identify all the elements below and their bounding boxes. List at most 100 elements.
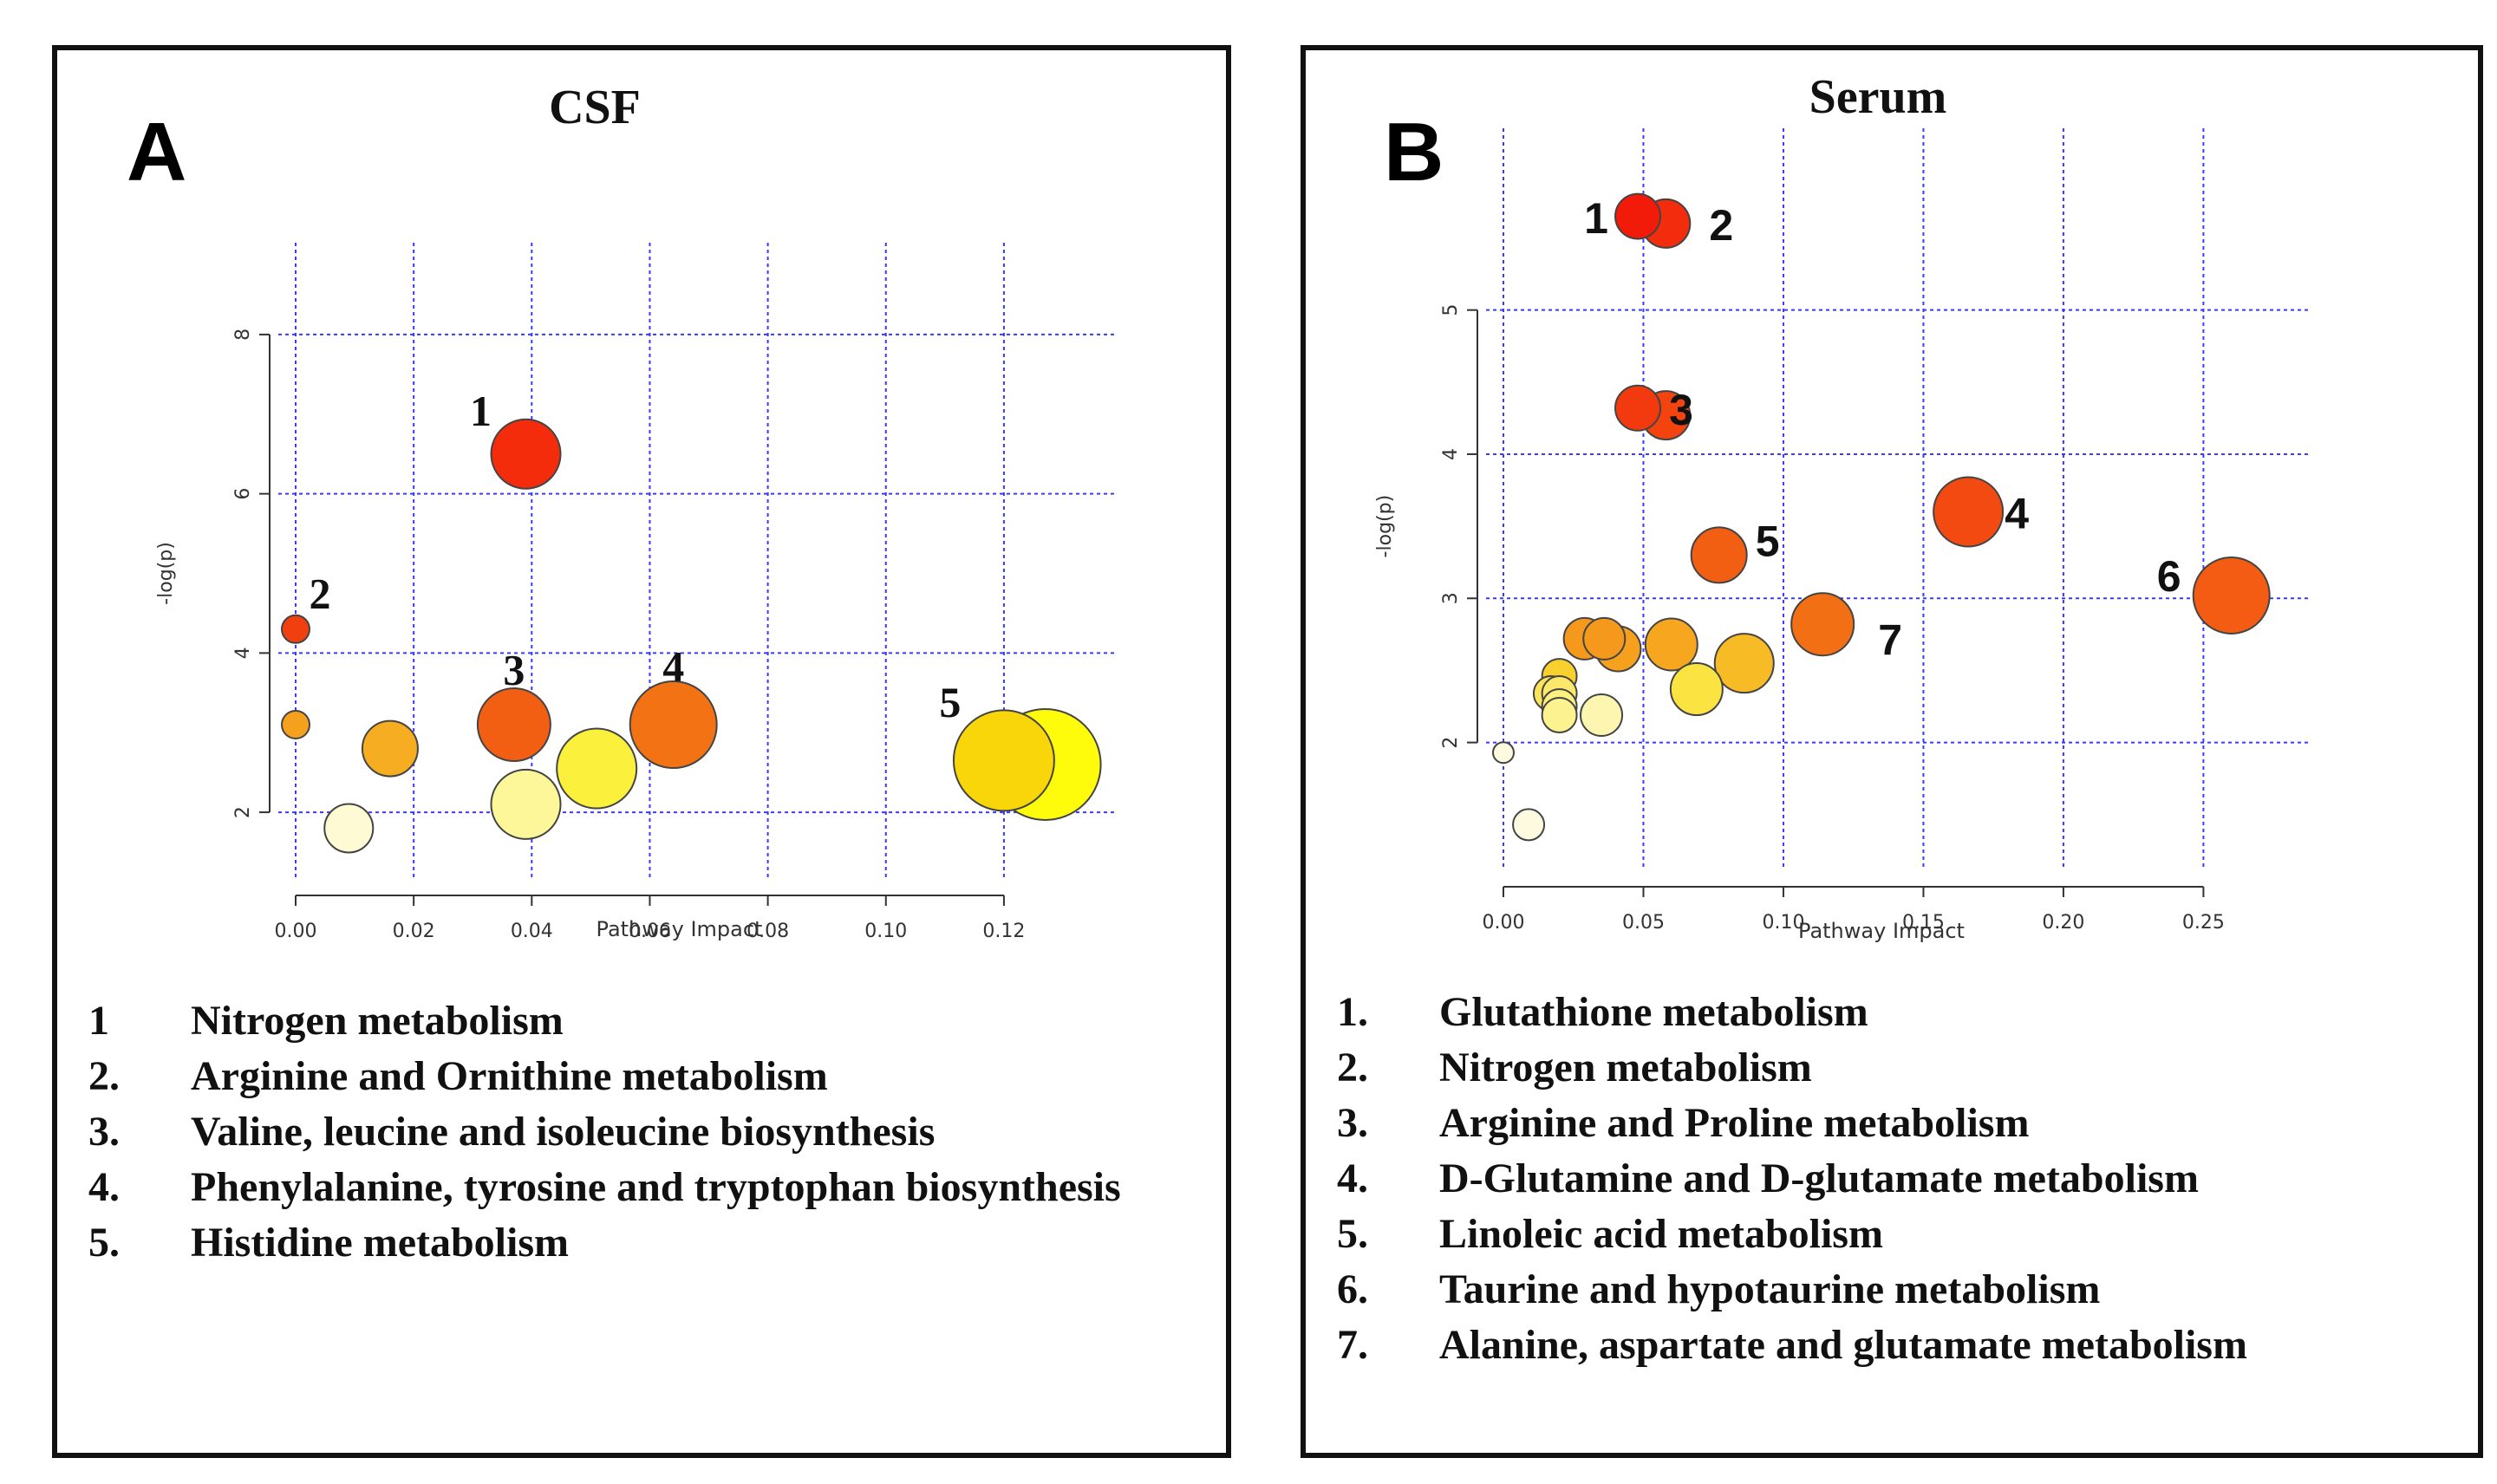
csf-panel: CSF A 2 4 6 8 0.00 0.02 0.04 0.06 0.08 0.10 0.12 Path…	[52, 45, 1231, 1458]
legend-item: 2. Arginine and Ornithine metabolism	[88, 1049, 1207, 1104]
bubble-label: 6	[2157, 552, 2181, 601]
legend-text: D-Glutamine and D-glutamate metabolism	[1439, 1155, 2199, 1201]
pathway-bubble	[1790, 592, 1855, 657]
x-tick-label: 0.10	[864, 921, 907, 942]
pathway-bubble	[1669, 662, 1724, 717]
x-tick-label: 0.08	[746, 921, 789, 942]
pathway-bubble	[1713, 633, 1775, 694]
legend-item: 1. Glutathione metabolism	[1337, 985, 2464, 1040]
bubble-label: 1	[470, 387, 492, 435]
y-tick-label: 4	[232, 647, 254, 659]
pathway-bubble	[1614, 384, 1662, 432]
legend-item: 5. Linoleic acid metabolism	[1337, 1207, 2464, 1262]
bubble-label: 1	[1584, 194, 1608, 243]
x-axis-label: Pathway Impact	[1798, 919, 1965, 943]
legend-number: 1.	[1337, 989, 1368, 1035]
y-tick-label: 2	[232, 806, 254, 818]
legend-number: 4.	[88, 1164, 120, 1210]
y-tick-label: 8	[232, 329, 254, 341]
legend-text: Phenylalanine, tyrosine and tryptophan b…	[191, 1164, 1121, 1210]
chart-title: CSF	[549, 81, 641, 134]
bubble-label: 3	[503, 645, 525, 693]
y-tick-label: 2	[1440, 737, 1462, 749]
panel-letter: A	[127, 106, 186, 199]
legend-text: Arginine and Ornithine metabolism	[191, 1053, 828, 1099]
x-tick-label: 0.20	[2042, 912, 2084, 934]
legend-text: Alanine, aspartate and glutamate metabol…	[1439, 1322, 2247, 1368]
x-tick-label: 0.00	[275, 921, 317, 942]
pathway-bubble	[1614, 192, 1662, 240]
x-tick-label: 0.00	[1483, 912, 1525, 934]
pathway-bubble	[361, 719, 419, 778]
legend-item: 4. Phenylalanine, tyrosine and tryptophan…	[88, 1160, 1207, 1215]
pathway-bubble	[476, 687, 551, 763]
legend-text: Valine, leucine and isoleucine biosynthe…	[191, 1109, 936, 1155]
bubble-label: 5	[939, 678, 961, 726]
pathway-bubble	[490, 418, 562, 490]
pathway-bubble	[490, 768, 562, 840]
legend-item: 3. Arginine and Proline metabolism	[1337, 1096, 2464, 1151]
pathway-bubble	[1492, 741, 1515, 765]
legend-text: Linoleic acid metabolism	[1439, 1211, 1883, 1257]
legend-number: 7.	[1337, 1322, 1368, 1368]
y-tick-label: 5	[1440, 304, 1462, 316]
pathway-bubble	[1933, 476, 2005, 548]
legend-item: 7. Alanine, aspartate and glutamate metab…	[1337, 1318, 2464, 1373]
bubble-label: 2	[310, 569, 331, 617]
legend-number: 2.	[88, 1053, 120, 1099]
pathway-bubble	[1541, 696, 1578, 733]
legend-number: 1	[88, 998, 109, 1044]
pathway-bubble	[1512, 808, 1546, 842]
x-tick-label: 0.05	[1622, 912, 1665, 934]
panel-letter: B	[1384, 106, 1444, 199]
pathway-bubble	[629, 680, 718, 770]
bubble-label: 2	[1709, 201, 1733, 250]
pathway-bubble	[2192, 556, 2271, 635]
y-axis-label: -log(p)	[1374, 495, 1396, 558]
legend-text: Nitrogen metabolism	[191, 998, 564, 1044]
x-tick-label: 0.15	[1902, 912, 1945, 934]
x-tick-label: 0.10	[1762, 912, 1804, 934]
legend-item: 4. D-Glutamine and D-glutamate metabolism	[1337, 1151, 2464, 1207]
x-tick-label: 0.06	[629, 921, 671, 942]
y-tick-label: 6	[232, 488, 254, 500]
x-axis-label: Pathway Impact	[597, 917, 763, 941]
legend-number: 6.	[1337, 1266, 1368, 1312]
serum-chart: Serum B 2 3 4 5 0.00 0.05 0.10 0.15 0.20 0.25 Pathwa…	[1374, 70, 2311, 943]
legend-number: 4.	[1337, 1155, 1368, 1201]
legend-text: Nitrogen metabolism	[1439, 1045, 1812, 1090]
x-tick-label: 0.02	[393, 921, 435, 942]
legend-number: 5.	[1337, 1211, 1368, 1257]
legend-item: 3. Valine, leucine and isoleucine biosynt…	[88, 1104, 1207, 1160]
chart-title: Serum	[1809, 70, 1947, 124]
bubble-label: 3	[1669, 386, 1693, 434]
legend-number: 5.	[88, 1220, 120, 1266]
legend-text: Arginine and Proline metabolism	[1439, 1100, 2030, 1146]
pathway-bubble	[323, 803, 375, 854]
bubble-label: 4	[2005, 490, 2029, 538]
bubble-label: 7	[1878, 615, 1902, 664]
legend-text: Taurine and hypotaurine metabolism	[1439, 1266, 2101, 1312]
legend-number: 2.	[1337, 1045, 1368, 1090]
pathway-bubble	[1580, 693, 1624, 737]
pathway-bubble	[281, 614, 310, 644]
serum-panel: Serum B 2 3 4 5 0.00 0.05 0.10 0.15 0.20 0.25 Pathwa…	[1301, 45, 2483, 1458]
legend-item: 1 Nitrogen metabolism	[88, 993, 1207, 1049]
bubble-label: 4	[662, 641, 684, 690]
pathway-bubble	[952, 709, 1055, 812]
serum-legend: 1. Glutathione metabolism 2. Nitrogen metab…	[1337, 985, 2464, 1373]
y-tick-label: 3	[1440, 592, 1462, 604]
x-tick-label: 0.25	[2182, 912, 2225, 934]
pathway-bubble	[1690, 526, 1748, 584]
pathway-bubble	[1582, 616, 1627, 661]
csf-legend: 1 Nitrogen metabolism 2. Arginine and Ornit…	[88, 993, 1207, 1271]
legend-text: Glutathione metabolism	[1439, 989, 1868, 1035]
x-tick-label: 0.12	[982, 921, 1025, 942]
legend-item: 2. Nitrogen metabolism	[1337, 1040, 2464, 1096]
csf-chart: CSF A 2 4 6 8 0.00 0.02 0.04 0.06 0.08 0.10 0.12 Path…	[127, 81, 1115, 942]
pathway-bubble	[1644, 617, 1698, 672]
legend-item: 6. Taurine and hypotaurine metabolism	[1337, 1262, 2464, 1318]
legend-text: Histidine metabolism	[191, 1220, 570, 1266]
pathway-bubble	[556, 727, 638, 810]
legend-number: 3.	[1337, 1100, 1368, 1146]
